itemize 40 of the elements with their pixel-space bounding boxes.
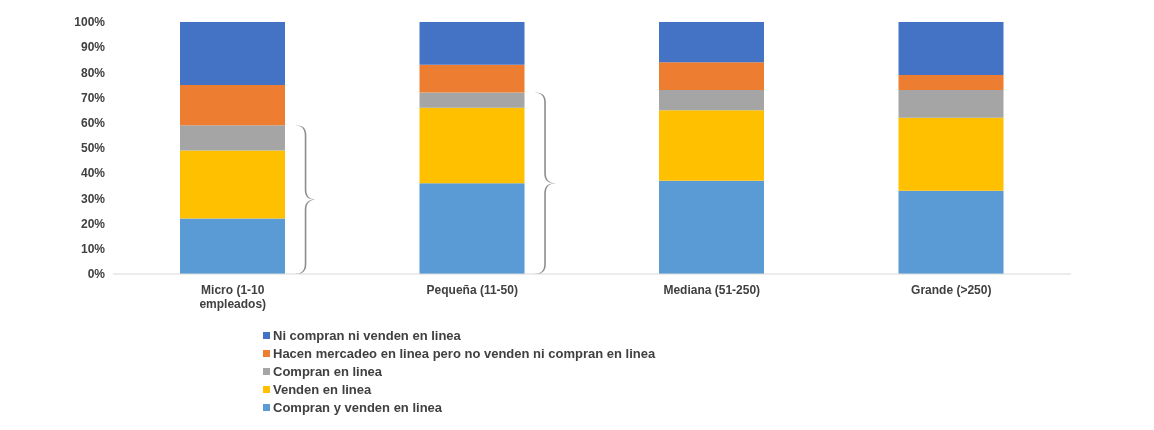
y-tick-label: 0% [87,267,106,282]
bar [898,22,1004,75]
bar [659,62,764,91]
legend-label: Ni compran ni venden en linea [273,328,461,343]
bar [659,180,764,274]
bar [419,64,525,93]
y-tick-label: 10% [80,242,106,257]
y-tick-label: 50% [80,141,106,156]
legend-label: Venden en linea [273,382,372,397]
y-tick-label: 70% [80,90,106,105]
bar [659,90,764,111]
bar [180,218,285,274]
y-tick-label: 40% [80,166,106,181]
bar [659,22,764,63]
x-tick-label: Mediana (51-250) [663,283,761,297]
bar [898,90,1004,118]
bar [898,190,1004,274]
x-tick-label: Pequeña (11-50) [426,283,518,297]
y-tick-label: 20% [80,216,106,231]
bar [180,150,285,219]
legend-label: Compran y venden en linea [273,400,443,415]
bar [419,22,525,65]
legend-label: Hacen mercadeo en linea pero no venden ni compran en linea [273,346,656,361]
bar [898,117,1004,191]
bar [419,107,525,184]
bar [180,85,285,126]
y-tick-label: 100% [74,15,106,30]
y-tick-label: 60% [80,116,106,131]
bar [180,125,285,151]
bar [659,110,764,181]
legend-label: Compran en linea [273,364,383,379]
y-tick-label: 80% [80,65,106,80]
bar [419,92,525,108]
y-tick-label: 30% [80,191,106,206]
y-tick-label: 90% [80,40,106,55]
bar [898,74,1004,91]
bar [180,22,285,85]
x-tick-label: Micro (1-10 empleados) [199,283,267,311]
x-tick-label: Grande (>250) [911,283,992,297]
bar [419,183,525,274]
